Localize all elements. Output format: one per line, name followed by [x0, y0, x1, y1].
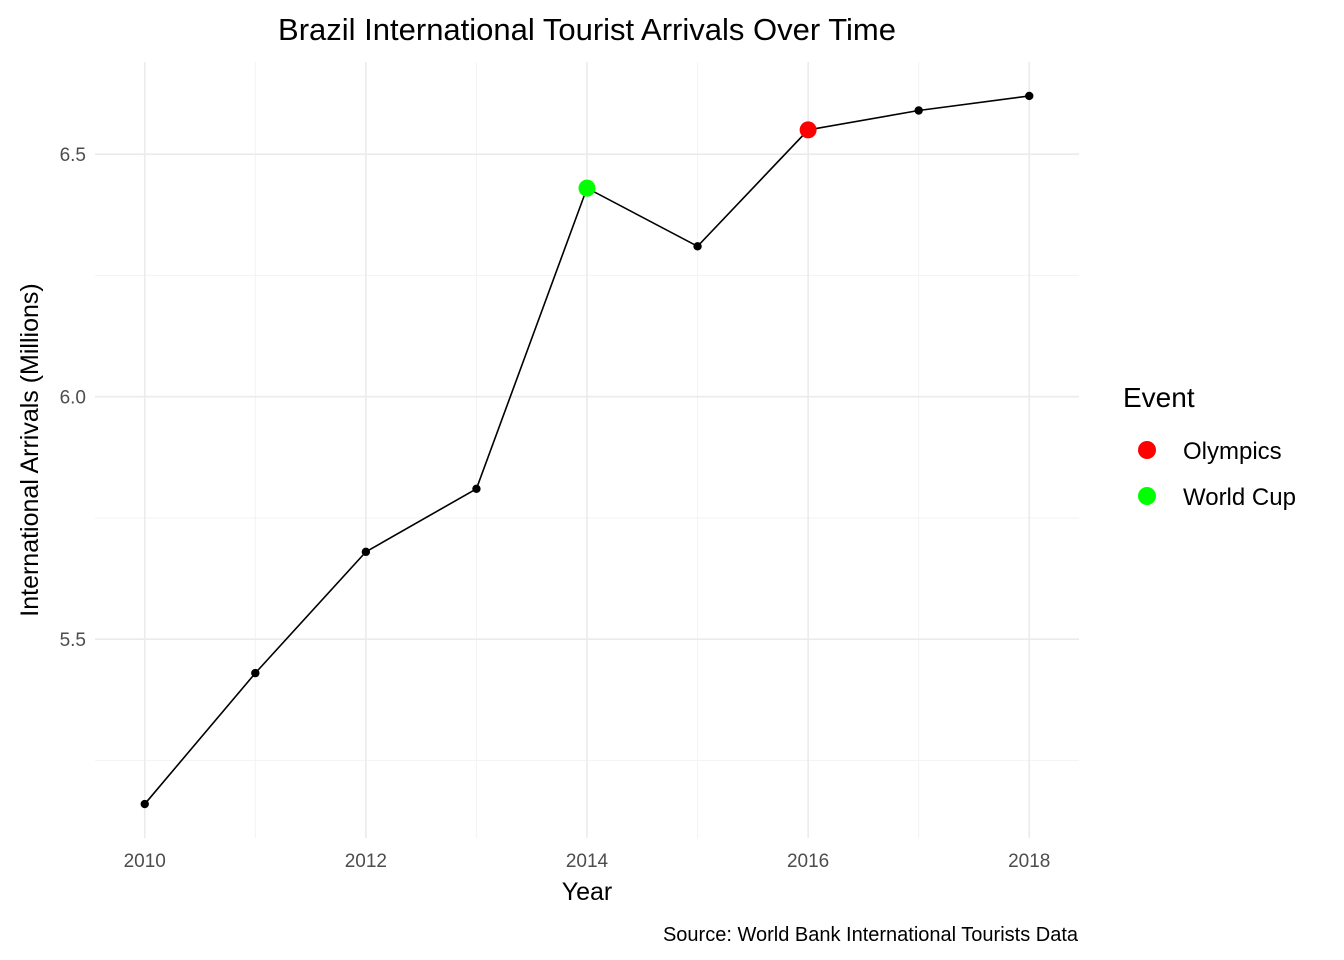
legend-title: Event — [1123, 382, 1195, 413]
event-point — [799, 121, 817, 139]
source-caption: Source: World Bank International Tourist… — [663, 924, 1079, 946]
data-point — [251, 668, 260, 678]
legend-label: World Cup — [1183, 484, 1296, 511]
x-tick-label: 2016 — [787, 851, 829, 872]
x-tick-label: 2010 — [124, 851, 166, 872]
data-point — [361, 547, 371, 557]
event-point — [578, 179, 596, 197]
data-point — [1025, 91, 1034, 101]
legend-label: Olympics — [1183, 438, 1282, 465]
chart-title: Brazil International Tourist Arrivals Ov… — [278, 12, 896, 47]
legend-key-olympics — [1138, 441, 1156, 459]
x-axis-tick-labels: 2010 2012 2014 2016 2018 — [124, 851, 1051, 872]
y-tick-label: 5.5 — [60, 630, 86, 651]
y-tick-label: 6.0 — [60, 388, 86, 409]
data-point — [693, 242, 702, 251]
data-point — [472, 484, 481, 493]
event-highlight-points — [578, 121, 817, 197]
x-tick-label: 2012 — [345, 851, 387, 872]
legend-items: Olympics World Cup — [1138, 438, 1296, 511]
major-gridlines — [95, 62, 1079, 838]
data-point — [914, 106, 923, 115]
x-tick-label: 2014 — [566, 851, 609, 872]
legend-key-world-cup — [1138, 487, 1156, 505]
y-axis-title: International Arrivals (Millions) — [16, 283, 44, 616]
y-tick-label: 6.5 — [60, 145, 86, 166]
legend: Event Olympics World Cup — [1123, 382, 1296, 511]
x-axis-title: Year — [562, 878, 613, 906]
y-axis-tick-labels: 5.5 6.0 6.5 — [60, 145, 86, 651]
x-tick-label: 2018 — [1008, 851, 1050, 872]
data-point — [140, 799, 149, 809]
